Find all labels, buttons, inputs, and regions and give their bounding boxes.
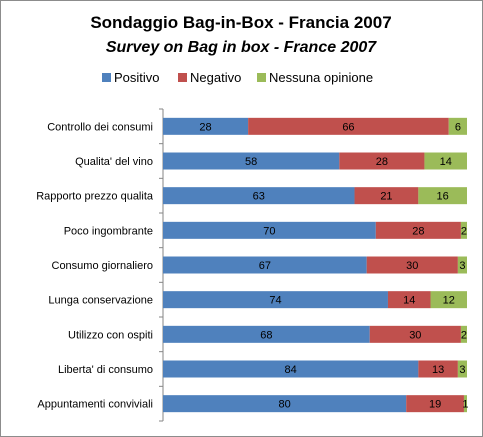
data-label-nessuna-opinione-controllo-dei-consumi: 6 <box>455 121 461 133</box>
bar-negativo-poco-ingombrante <box>375 221 461 239</box>
bar-positivo-qualita-del-vino <box>163 152 340 170</box>
bar-nessuna-opinione-consumo-giornaliero <box>457 256 467 274</box>
bar-negativo-controllo-dei-consumi <box>248 117 449 135</box>
category-label-appuntamenti-conviviali: Appuntamenti conviviali <box>37 399 153 411</box>
bar-positivo-consumo-giornaliero <box>163 256 367 274</box>
data-label-positivo-controllo-dei-consumi: 28 <box>199 121 211 133</box>
bar-negativo-rapporto-prezzo-qualita <box>354 187 419 205</box>
data-label-nessuna-opinione-appuntamenti-conviviali: 1 <box>462 399 468 411</box>
data-label-nessuna-opinione-poco-ingombrante: 2 <box>461 225 467 237</box>
bar-negativo-consumo-giornaliero <box>366 256 458 274</box>
data-label-negativo-poco-ingombrante: 28 <box>412 225 424 237</box>
bar-nessuna-opinione-appuntamenti-conviviali <box>463 395 467 413</box>
legend-swatch-negativo <box>178 73 187 82</box>
legend-swatch-positivo <box>102 73 111 82</box>
bar-nessuna-opinione-qualita-del-vino <box>424 152 467 170</box>
data-label-negativo-utilizzo-con-ospiti: 30 <box>409 329 421 341</box>
data-label-nessuna-opinione-lunga-conservazione: 12 <box>443 295 455 307</box>
legend-label-negativo: Negativo <box>190 70 241 85</box>
data-label-nessuna-opinione-rapporto-prezzo-qualita: 16 <box>437 191 449 203</box>
data-label-negativo-rapporto-prezzo-qualita: 21 <box>380 191 392 203</box>
bar-positivo-liberta-di-consumo <box>163 360 419 378</box>
bar-positivo-utilizzo-con-ospiti <box>163 325 370 343</box>
legend-label-nessuna-opinione: Nessuna opinione <box>269 70 373 85</box>
bar-negativo-utilizzo-con-ospiti <box>369 325 461 343</box>
legend-swatch-nessuna-opinione <box>257 73 266 82</box>
bar-positivo-appuntamenti-conviviali <box>163 395 407 413</box>
chart-subtitle: Survey on Bag in box - France 2007 <box>106 39 377 56</box>
category-label-consumo-giornaliero: Consumo giornaliero <box>52 260 154 272</box>
bar-positivo-lunga-conservazione <box>163 291 388 309</box>
data-label-nessuna-opinione-liberta-di-consumo: 3 <box>459 364 465 376</box>
data-label-positivo-poco-ingombrante: 70 <box>263 225 275 237</box>
bar-nessuna-opinione-rapporto-prezzo-qualita <box>418 187 467 205</box>
data-label-nessuna-opinione-qualita-del-vino: 14 <box>440 156 452 168</box>
category-label-qualita-del-vino: Qualita' del vino <box>75 156 153 168</box>
bar-positivo-rapporto-prezzo-qualita <box>163 187 355 205</box>
data-label-positivo-appuntamenti-conviviali: 80 <box>278 399 290 411</box>
bar-positivo-controllo-dei-consumi <box>163 117 249 135</box>
bar-negativo-appuntamenti-conviviali <box>406 395 464 413</box>
data-label-positivo-rapporto-prezzo-qualita: 63 <box>253 191 265 203</box>
data-label-positivo-qualita-del-vino: 58 <box>245 156 257 168</box>
category-label-controllo-dei-consumi: Controllo dei consumi <box>47 121 153 133</box>
data-label-negativo-lunga-conservazione: 14 <box>403 295 415 307</box>
chart-title: Sondaggio Bag-in-Box - Francia 2007 <box>90 13 391 32</box>
data-label-positivo-lunga-conservazione: 74 <box>269 295 281 307</box>
data-label-positivo-utilizzo-con-ospiti: 68 <box>260 329 272 341</box>
bar-negativo-liberta-di-consumo <box>418 360 458 378</box>
data-label-negativo-controllo-dei-consumi: 66 <box>342 121 354 133</box>
bar-negativo-qualita-del-vino <box>339 152 425 170</box>
category-label-rapporto-prezzo-qualita: Rapporto prezzo qualita <box>36 191 154 203</box>
category-label-utilizzo-con-ospiti: Utilizzo con ospiti <box>68 329 153 341</box>
data-label-negativo-liberta-di-consumo: 13 <box>432 364 444 376</box>
category-label-liberta-di-consumo: Liberta' di consumo <box>58 364 153 376</box>
category-label-poco-ingombrante: Poco ingombrante <box>64 225 153 237</box>
data-label-positivo-liberta-di-consumo: 84 <box>285 364 297 376</box>
data-label-nessuna-opinione-consumo-giornaliero: 3 <box>459 260 465 272</box>
legend-label-positivo: Positivo <box>114 70 160 85</box>
bar-nessuna-opinione-lunga-conservazione <box>430 291 467 309</box>
bar-nessuna-opinione-controllo-dei-consumi <box>448 117 467 135</box>
data-label-nessuna-opinione-utilizzo-con-ospiti: 2 <box>461 329 467 341</box>
bar-nessuna-opinione-utilizzo-con-ospiti <box>460 325 467 343</box>
bar-nessuna-opinione-liberta-di-consumo <box>457 360 467 378</box>
data-label-negativo-appuntamenti-conviviali: 19 <box>429 399 441 411</box>
data-label-negativo-consumo-giornaliero: 30 <box>406 260 418 272</box>
category-label-lunga-conservazione: Lunga conservazione <box>48 295 153 307</box>
bar-positivo-poco-ingombrante <box>163 221 376 239</box>
legend: Positivo Negativo Nessuna opinione <box>102 70 373 85</box>
data-label-positivo-consumo-giornaliero: 67 <box>259 260 271 272</box>
bar-negativo-lunga-conservazione <box>387 291 431 309</box>
bar-nessuna-opinione-poco-ingombrante <box>460 221 467 239</box>
data-label-negativo-qualita-del-vino: 28 <box>376 156 388 168</box>
